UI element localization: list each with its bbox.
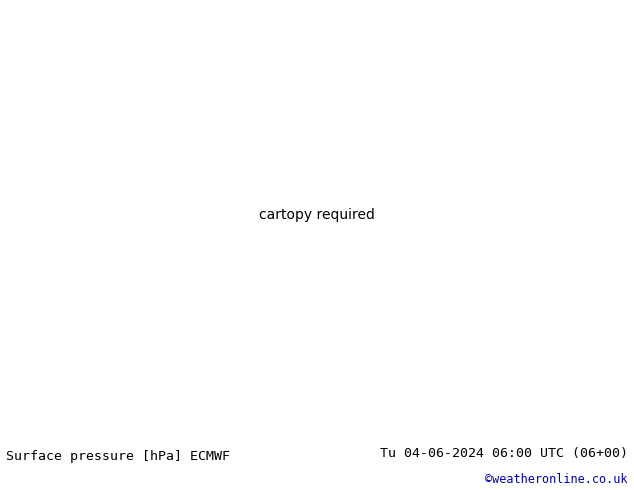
Text: Surface pressure [hPa] ECMWF: Surface pressure [hPa] ECMWF [6,450,230,463]
Text: Tu 04-06-2024 06:00 UTC (06+00): Tu 04-06-2024 06:00 UTC (06+00) [380,447,628,460]
Text: cartopy required: cartopy required [259,208,375,222]
Text: ©weatheronline.co.uk: ©weatheronline.co.uk [485,473,628,487]
